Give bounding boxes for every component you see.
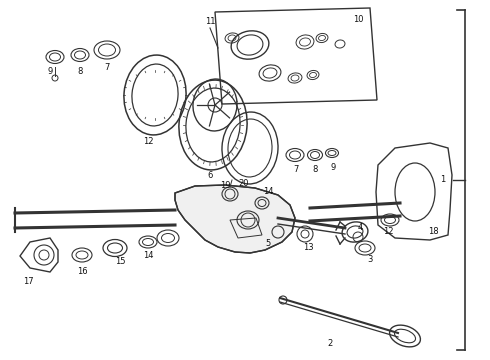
Text: 20: 20 [239,180,249,189]
Text: 9: 9 [48,68,52,77]
Text: 4: 4 [357,224,363,233]
Text: 14: 14 [263,188,273,197]
Text: 3: 3 [368,256,373,265]
Text: 7: 7 [294,166,299,175]
Text: 5: 5 [266,239,270,248]
Text: 11: 11 [205,18,215,27]
Text: 14: 14 [143,252,153,261]
Text: 18: 18 [428,228,439,237]
Text: 17: 17 [23,278,33,287]
Text: 1: 1 [441,175,445,184]
Polygon shape [175,185,295,253]
Text: 8: 8 [312,166,318,175]
Text: 6: 6 [207,171,213,180]
Text: 16: 16 [77,267,87,276]
Text: 15: 15 [115,257,125,266]
Text: 19: 19 [220,180,230,189]
Text: 7: 7 [104,63,110,72]
Text: 2: 2 [327,339,333,348]
Text: 13: 13 [303,243,313,252]
Text: 10: 10 [353,15,363,24]
Text: 12: 12 [143,138,153,147]
Text: 9: 9 [330,162,336,171]
Text: 12: 12 [383,228,393,237]
Text: 8: 8 [77,68,83,77]
